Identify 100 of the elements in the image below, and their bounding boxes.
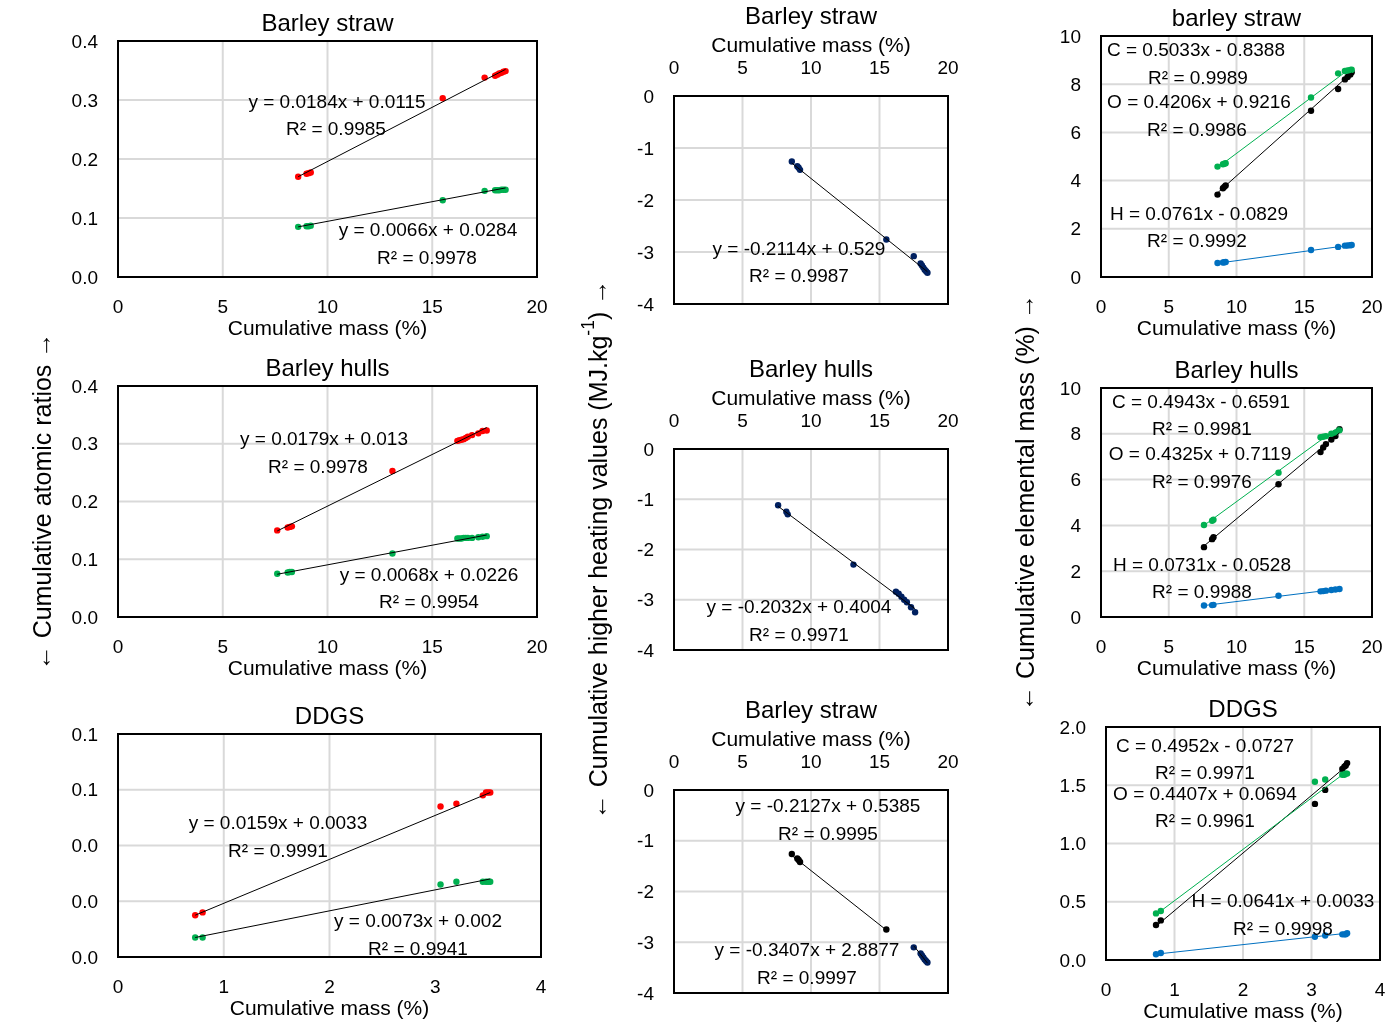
x-tick-label: 15 — [868, 410, 891, 431]
x-tick-label: 0 — [668, 751, 680, 772]
y-tick-label: 4 — [1070, 514, 1082, 536]
y-tick-label: 0 — [643, 85, 654, 107]
chart-title: Barley hulls — [1174, 356, 1299, 383]
y-tick-label: 6 — [1070, 121, 1081, 143]
annotation: H = 0.0731x - 0.0528 — [1113, 553, 1291, 575]
y-tick-label: 0.1 — [71, 723, 98, 745]
annotation: C = 0.4952x - 0.0727 — [1116, 734, 1294, 756]
y-tick-label: 6 — [1070, 469, 1081, 491]
annotation: R² = 0.9986 — [1147, 118, 1247, 140]
annotation: R² = 0.9981 — [1152, 417, 1252, 439]
x-tick-label: 4 — [1374, 979, 1386, 1000]
x-tick-label: 0 — [112, 296, 124, 317]
x-tick-label: 1 — [1169, 979, 1180, 1000]
y-tick-label: -4 — [637, 982, 655, 1004]
x-tick-label: 20 — [1361, 296, 1383, 317]
annotation: y = 0.0068x + 0.0226 — [339, 563, 519, 585]
x-tick-label: 2 — [324, 976, 335, 997]
x-tick-label: 20 — [937, 57, 959, 78]
y-tick-label: 0 — [1070, 606, 1081, 628]
x-tick-label: 10 — [800, 751, 822, 772]
chart-title: DDGS — [294, 702, 365, 729]
y-tick-label: 0.0 — [71, 890, 98, 912]
y-axis-title: ← Cumulative atomic ratios → — [28, 332, 56, 671]
y-tick-label: 0.2 — [71, 491, 98, 512]
x-tick-label: 20 — [526, 636, 548, 657]
x-tick-label: 10 — [800, 57, 822, 78]
x-axis-title: Cumulative mass (%) — [1136, 656, 1337, 679]
chart-title: Barley straw — [744, 696, 878, 723]
annotation: R² = 0.9995 — [778, 822, 878, 844]
x-tick-label: 20 — [526, 296, 548, 317]
annotation: R² = 0.9988 — [1152, 580, 1252, 602]
y-tick-label: -2 — [637, 189, 654, 211]
y-tick-label: -3 — [637, 241, 654, 263]
y-tick-label: 2.0 — [1059, 716, 1086, 738]
annotation: R² = 0.9987 — [749, 264, 849, 286]
x-tick-label: 1 — [218, 976, 230, 997]
y-tick-label: 10 — [1059, 25, 1081, 47]
annotation: y = -0.3407x + 2.8877 — [714, 938, 900, 960]
x-tick-label: 0 — [1095, 636, 1107, 657]
annotation: H = 0.0641x + 0.0033 — [1191, 889, 1375, 911]
y-tick-label: 1.5 — [1059, 774, 1086, 796]
y-tick-label: -2 — [637, 539, 654, 560]
y-tick-label: 8 — [1070, 423, 1081, 445]
annotation: R² = 0.9978 — [377, 246, 477, 268]
y-tick-label: 10 — [1059, 377, 1081, 399]
x-tick-label: 0 — [1095, 296, 1107, 317]
y-tick-label: -1 — [637, 830, 654, 852]
x-axis-title: Cumulative mass (%) — [229, 996, 430, 1019]
annotation: R² = 0.9998 — [1233, 917, 1333, 939]
annotation: R² = 0.9989 — [1148, 66, 1248, 88]
x-tick-label: 5 — [1163, 636, 1175, 657]
x-axis-title: Cumulative mass (%) — [711, 33, 911, 56]
x-tick-label: 3 — [429, 976, 441, 997]
chart-title: Barley straw — [744, 2, 878, 29]
x-axis-title: Cumulative mass (%) — [1143, 999, 1343, 1022]
x-tick-label: 10 — [316, 296, 339, 317]
y-tick-label: 1.0 — [1059, 833, 1086, 854]
x-tick-label: 15 — [421, 636, 443, 657]
x-tick-label: 5 — [217, 296, 229, 317]
x-tick-label: 10 — [316, 636, 339, 657]
x-tick-label: 0 — [112, 976, 124, 997]
x-tick-label: 5 — [737, 57, 748, 78]
chart-title: Barley hulls — [748, 355, 874, 382]
chart-title: Barley hulls — [265, 354, 390, 381]
x-tick-label: 15 — [1293, 636, 1315, 657]
annotation: y = -0.2127x + 0.5385 — [735, 794, 921, 816]
x-axis-title: Cumulative mass (%) — [711, 727, 911, 750]
x-tick-label: 10 — [1225, 636, 1248, 657]
x-tick-label: 20 — [937, 410, 959, 431]
annotation: R² = 0.9991 — [228, 839, 328, 861]
annotation: H = 0.0761x - 0.0829 — [1110, 202, 1288, 224]
y-tick-label: 0.1 — [71, 548, 98, 570]
y-tick-label: 0.4 — [71, 30, 99, 52]
y-tick-label: 0.3 — [71, 89, 98, 111]
y-tick-label: 0.1 — [71, 207, 98, 229]
chart-title: Barley straw — [261, 9, 395, 36]
x-tick-label: 0 — [668, 57, 680, 78]
x-axis-title: Cumulative mass (%) — [227, 316, 428, 339]
annotation: R² = 0.9976 — [1152, 470, 1252, 492]
y-tick-label: 2 — [1070, 560, 1081, 582]
x-axis-title: Cumulative mass (%) — [1136, 316, 1337, 339]
annotation: R² = 0.9971 — [1155, 761, 1255, 783]
annotation: y = -0.2114x + 0.529 — [712, 237, 886, 259]
x-tick-label: 0 — [668, 410, 680, 431]
y-tick-label: 0 — [1070, 266, 1081, 288]
x-tick-label: 20 — [937, 751, 959, 772]
y-tick-label: -1 — [637, 137, 654, 159]
annotation: y = 0.0066x + 0.0284 — [338, 218, 518, 240]
x-tick-label: 15 — [868, 57, 891, 78]
y-tick-label: -3 — [637, 931, 654, 953]
x-tick-label: 0 — [1100, 979, 1112, 1000]
annotation: y = 0.0159x + 0.0033 — [188, 811, 368, 833]
x-axis-title: Cumulative mass (%) — [227, 656, 428, 679]
y-tick-label: 0.4 — [71, 375, 99, 397]
x-tick-label: 20 — [1361, 636, 1383, 657]
annotation: O = 0.4407x + 0.0694 — [1113, 782, 1298, 804]
x-tick-label: 0 — [112, 636, 124, 657]
annotation: y = 0.0073x + 0.002 — [334, 909, 502, 931]
